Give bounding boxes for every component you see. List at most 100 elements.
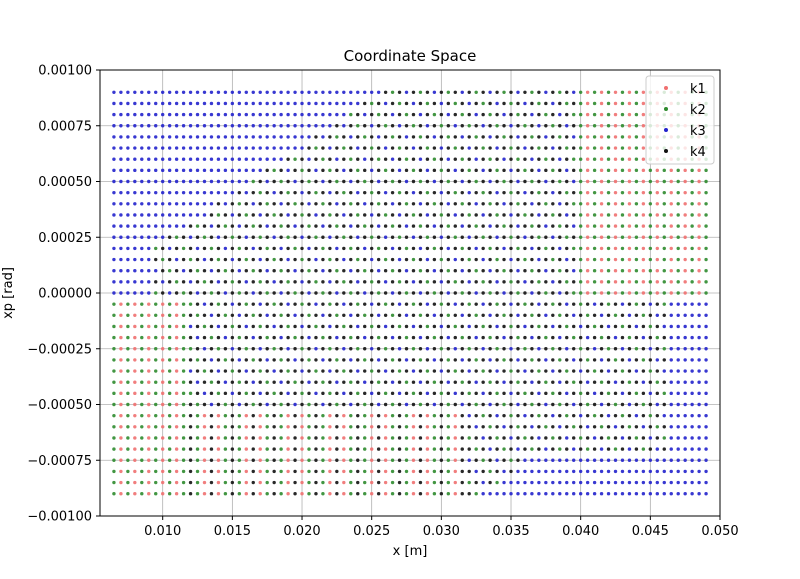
point-k2 <box>404 492 409 496</box>
point-k3 <box>565 391 569 396</box>
point-k3 <box>167 101 172 106</box>
point-k4 <box>467 492 471 496</box>
point-k4 <box>244 224 248 228</box>
point-k3 <box>195 213 200 217</box>
point-k4 <box>516 347 520 351</box>
point-k3 <box>606 492 611 496</box>
point-k3 <box>195 124 200 128</box>
point-k4 <box>363 213 367 217</box>
point-k2 <box>648 269 653 273</box>
point-k2 <box>634 168 639 173</box>
point-k2 <box>439 168 444 173</box>
point-k3 <box>161 179 165 184</box>
point-k3 <box>425 213 430 217</box>
point-k4 <box>509 469 513 474</box>
point-k3 <box>523 324 527 329</box>
point-k3 <box>147 190 151 195</box>
point-k3 <box>565 124 569 128</box>
point-k4 <box>655 347 659 351</box>
point-k2 <box>606 246 611 251</box>
point-k2 <box>425 190 430 195</box>
point-k2 <box>509 146 513 150</box>
point-k1 <box>627 202 632 206</box>
point-k4 <box>181 257 186 262</box>
point-k2 <box>167 347 172 351</box>
point-k2 <box>223 425 228 429</box>
x-tick-label: 0.015 <box>214 524 251 539</box>
point-k4 <box>167 280 172 284</box>
point-k3 <box>404 224 409 228</box>
point-k3 <box>356 101 360 106</box>
point-k3 <box>272 369 276 373</box>
point-k3 <box>697 358 701 362</box>
point-k1 <box>683 269 687 273</box>
point-k3 <box>188 90 193 95</box>
point-k3 <box>216 90 221 95</box>
point-k4 <box>174 291 179 295</box>
point-k1 <box>133 347 137 351</box>
point-k4 <box>397 492 402 496</box>
point-k2 <box>140 335 144 340</box>
point-k4 <box>509 135 513 139</box>
point-k3 <box>558 469 562 474</box>
point-k2 <box>565 101 569 106</box>
point-k3 <box>669 313 673 317</box>
point-k4 <box>474 124 478 128</box>
point-k3 <box>439 280 444 284</box>
point-k3 <box>112 179 116 184</box>
point-k2 <box>321 291 325 295</box>
point-k2 <box>279 402 283 407</box>
point-k4 <box>523 425 527 429</box>
point-k3 <box>606 480 611 485</box>
point-k4 <box>202 380 207 384</box>
point-k4 <box>188 358 193 362</box>
point-k4 <box>572 302 576 306</box>
point-k3 <box>523 101 527 106</box>
point-k1 <box>119 335 123 340</box>
point-k1 <box>585 168 590 173</box>
point-k2 <box>502 269 506 273</box>
point-k2 <box>432 447 437 451</box>
point-k4 <box>509 335 513 340</box>
point-k2 <box>411 168 416 173</box>
point-k4 <box>195 235 200 239</box>
point-k4 <box>411 380 416 384</box>
point-k3 <box>202 213 207 217</box>
point-k3 <box>592 436 597 440</box>
point-k2 <box>418 135 423 139</box>
point-k3 <box>244 135 248 139</box>
point-k4 <box>397 157 402 161</box>
point-k4 <box>446 369 451 373</box>
point-k2 <box>167 413 172 418</box>
point-k4 <box>565 313 569 317</box>
point-k3 <box>293 146 297 150</box>
point-k1 <box>119 469 123 474</box>
point-k4 <box>551 246 555 251</box>
point-k4 <box>404 213 409 217</box>
point-k1 <box>161 313 165 317</box>
point-k2 <box>181 313 186 317</box>
point-k3 <box>140 179 144 184</box>
point-k1 <box>697 213 701 217</box>
point-k3 <box>530 425 534 429</box>
point-k3 <box>697 425 701 429</box>
point-k1 <box>300 480 304 485</box>
point-k1 <box>383 447 388 451</box>
point-k2 <box>620 291 625 295</box>
point-k4 <box>613 324 618 329</box>
point-k1 <box>425 469 430 474</box>
point-k2 <box>321 469 325 474</box>
point-k1 <box>585 280 590 284</box>
point-k4 <box>509 202 513 206</box>
point-k1 <box>697 202 701 206</box>
point-k3 <box>676 391 680 396</box>
point-k1 <box>627 269 632 273</box>
point-k3 <box>516 313 520 317</box>
point-k2 <box>606 224 611 228</box>
point-k1 <box>585 112 590 117</box>
point-k4 <box>209 257 214 262</box>
point-k4 <box>244 335 248 340</box>
point-k3 <box>690 391 694 396</box>
point-k4 <box>230 413 235 418</box>
point-k2 <box>523 124 527 128</box>
